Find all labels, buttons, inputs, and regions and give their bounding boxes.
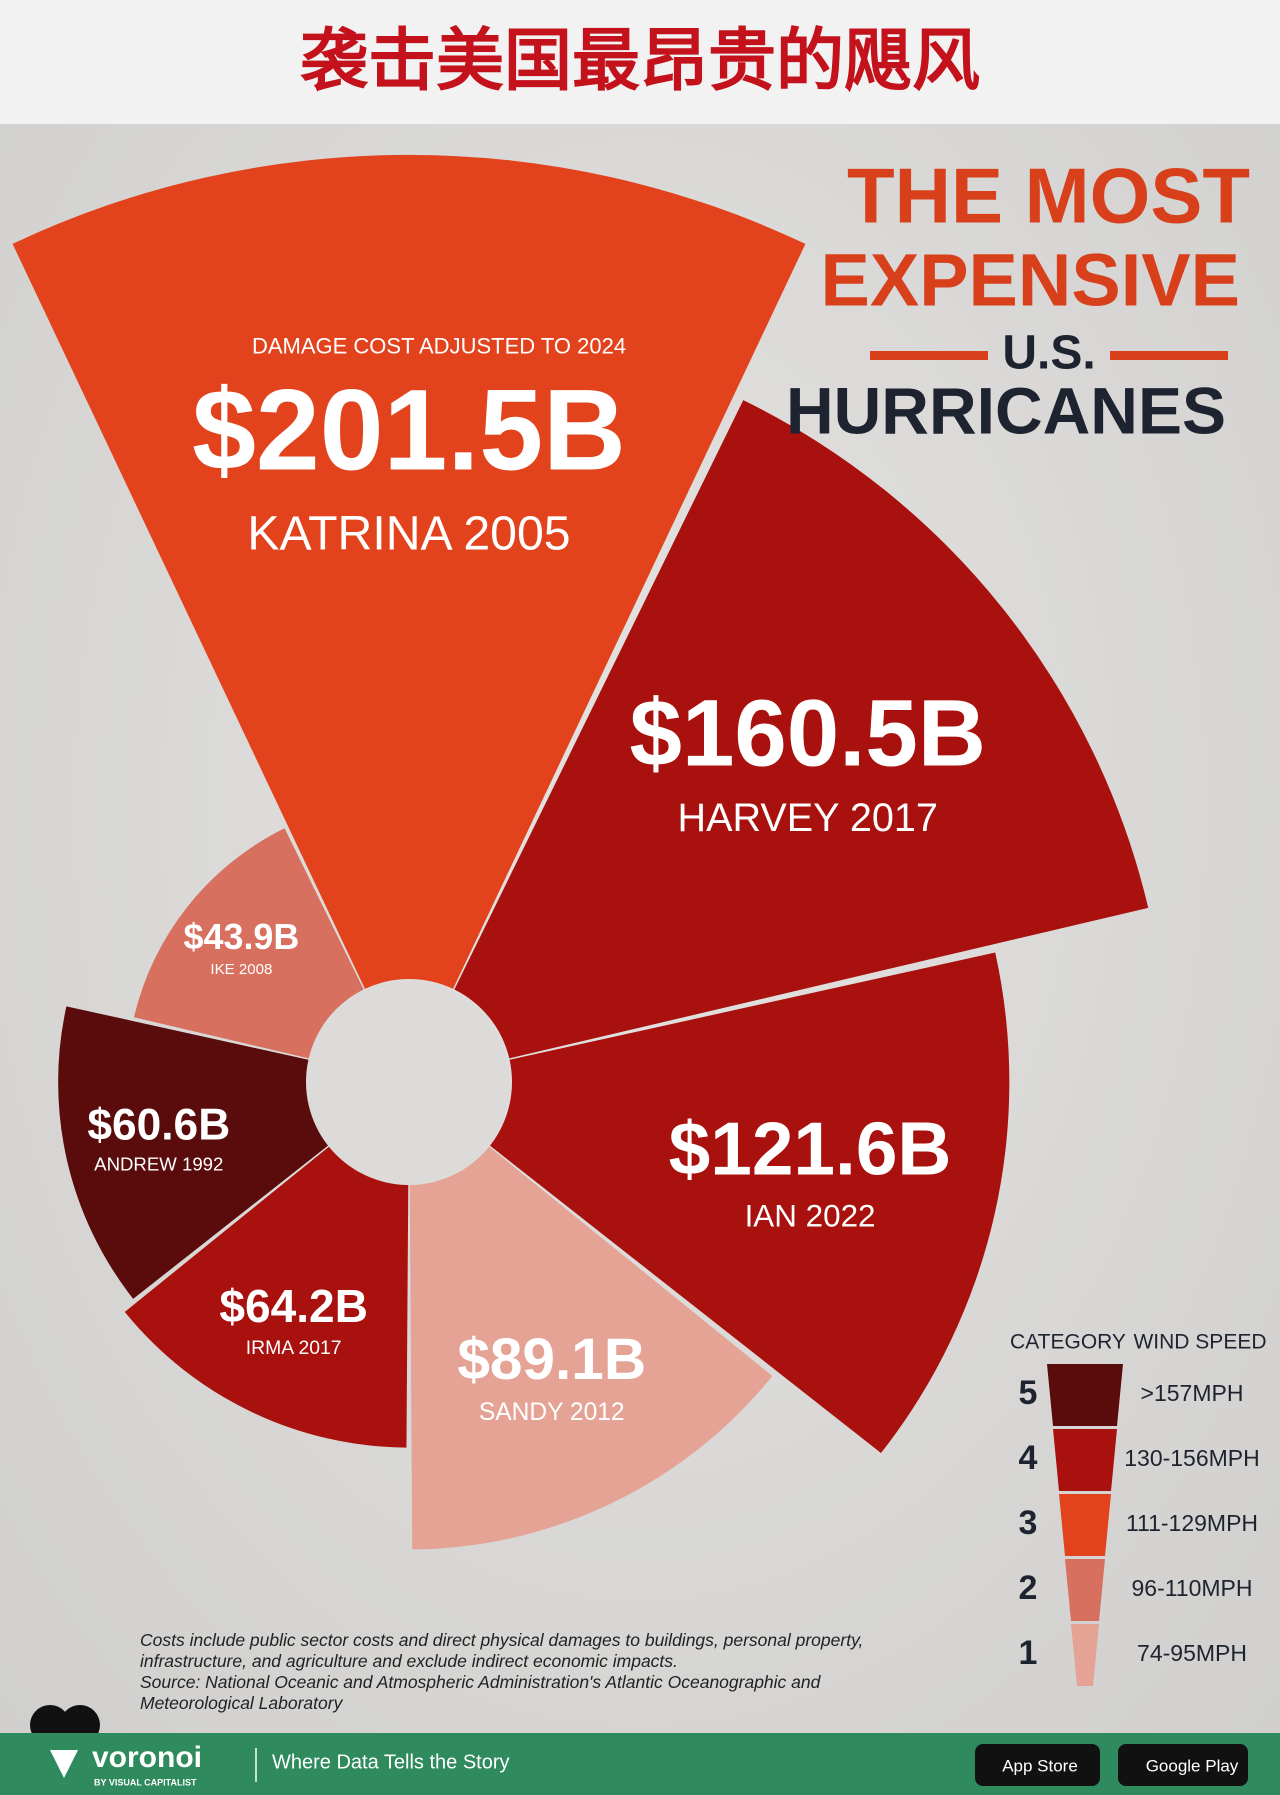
subtitle: DAMAGE COST ADJUSTED TO 2024 — [252, 333, 626, 358]
legend-subtitle: WIND SPEED — [1133, 1331, 1266, 1354]
center-hole — [308, 981, 510, 1183]
store-button-label[interactable]: App Store — [1002, 1756, 1078, 1775]
legend-range: 130-156MPH — [1124, 1445, 1260, 1471]
category-label: IAN 2022 — [745, 1199, 876, 1234]
wedge — [409, 1146, 773, 1550]
wedge — [12, 154, 806, 989]
title-rule — [1110, 351, 1228, 360]
wedges: $201.5B KATRINA 2005 DAMAGE COST ADJUSTED … — [12, 154, 1149, 1550]
store-button-label[interactable]: Google Play — [1146, 1756, 1239, 1775]
slogan: Where Data Tells the Story — [272, 1751, 510, 1773]
legend-label: 2 — [1019, 1569, 1038, 1607]
value-label: $64.2B — [219, 1280, 368, 1332]
legend-title: CATEGORY — [1010, 1331, 1126, 1354]
page-title: 袭击美国最昂贵的飓风 — [300, 23, 980, 99]
category-label: ANDREW 1992 — [94, 1154, 223, 1175]
brand-tagline: BY VISUAL CAPITALIST — [94, 1777, 197, 1787]
category-label: SANDY 2012 — [479, 1399, 625, 1426]
store-button[interactable] — [1118, 1744, 1248, 1786]
category-label: IRMA 2017 — [246, 1337, 342, 1359]
chart-title: THE MOST EXPENSIVE U.S. HURRICANES — [786, 152, 1250, 448]
header-band — [0, 0, 1280, 124]
legend-range: >157MPH — [1141, 1380, 1244, 1406]
brand-icon — [50, 1750, 78, 1778]
legend-swatch — [1053, 1429, 1117, 1491]
value-label: $160.5B — [630, 680, 986, 785]
title-rule — [870, 351, 988, 360]
legend-label: 5 — [1019, 1374, 1038, 1412]
category-label: IKE 2008 — [210, 961, 272, 978]
wedge — [489, 952, 1010, 1454]
legend-range: 96-110MPH — [1131, 1575, 1252, 1601]
wedge — [454, 400, 1149, 1059]
title-line: HURRICANES — [786, 373, 1226, 447]
note: Costs include public sector costs and di… — [140, 1630, 864, 1671]
value-label: $43.9B — [183, 916, 299, 957]
legend-label: 3 — [1019, 1504, 1038, 1542]
source: Source: National Oceanic and Atmospheric… — [140, 1672, 821, 1713]
category-label: KATRINA 2005 — [247, 507, 570, 561]
value-label: $89.1B — [457, 1327, 646, 1392]
legend-swatch — [1059, 1494, 1111, 1556]
legend-swatch — [1071, 1624, 1099, 1686]
legend-swatch — [1065, 1559, 1105, 1621]
legend-label: 1 — [1019, 1634, 1038, 1672]
store-button[interactable] — [975, 1744, 1100, 1786]
value-label: $121.6B — [669, 1107, 952, 1191]
note-block: Costs include public sector costs and di… — [140, 1630, 910, 1714]
wedge — [133, 828, 364, 1059]
title-line: EXPENSIVE — [820, 239, 1240, 322]
legend-range: 74-95MPH — [1137, 1640, 1247, 1666]
title-line: THE MOST — [847, 152, 1250, 240]
legend-range: 111-129MPH — [1126, 1510, 1258, 1536]
brand: voronoi — [92, 1741, 202, 1774]
legend-label: 4 — [1019, 1439, 1038, 1477]
wedge — [58, 1006, 329, 1299]
wedge — [124, 1146, 409, 1448]
value-label: $201.5B — [192, 367, 626, 495]
category-label: HARVEY 2017 — [678, 796, 938, 840]
legend-swatch — [1047, 1364, 1123, 1426]
title-line: U.S. — [1002, 327, 1095, 380]
value-label: $60.6B — [87, 1101, 230, 1150]
